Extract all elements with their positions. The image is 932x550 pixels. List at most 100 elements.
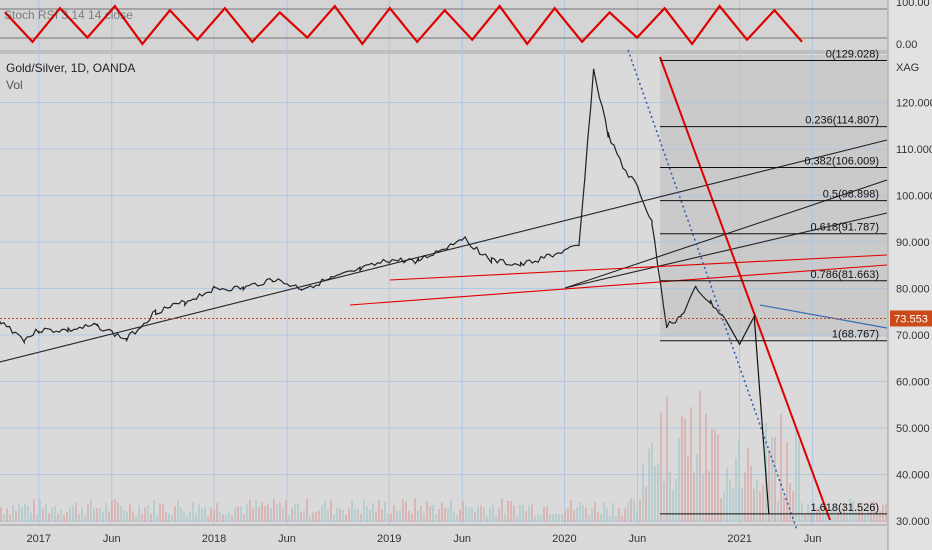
volume-bar bbox=[549, 514, 551, 522]
volume-bar bbox=[438, 509, 440, 522]
volume-bar bbox=[327, 509, 329, 522]
volume-bar bbox=[462, 501, 464, 522]
volume-bar bbox=[720, 498, 722, 522]
price-tick-label: 90.000 bbox=[896, 237, 930, 249]
volume-bar bbox=[345, 514, 347, 522]
volume-bar bbox=[51, 507, 53, 522]
volume-bar bbox=[39, 498, 41, 522]
volume-bar bbox=[633, 499, 635, 522]
volume-bar bbox=[678, 437, 680, 522]
volume-bar bbox=[435, 514, 437, 522]
volume-bar bbox=[654, 465, 656, 522]
trendline-red-down bbox=[659, 56, 831, 521]
volume-bar bbox=[186, 514, 188, 522]
volume-bar bbox=[624, 508, 626, 522]
volume-bar bbox=[306, 498, 308, 522]
volume-bar bbox=[402, 499, 404, 522]
price-tick-label: 30.000 bbox=[896, 516, 930, 528]
volume-bar bbox=[810, 512, 812, 522]
volume-bar bbox=[570, 499, 572, 522]
trendline-blue-wedge bbox=[759, 304, 888, 329]
price-axis-panel bbox=[888, 0, 932, 550]
volume-bar bbox=[138, 505, 140, 522]
volume-bar bbox=[681, 415, 683, 522]
volume-bar bbox=[282, 506, 284, 522]
volume-bar bbox=[117, 502, 119, 522]
price-tick-label: 40.000 bbox=[896, 470, 930, 482]
volume-bar bbox=[540, 514, 542, 522]
volume-bar bbox=[465, 506, 467, 522]
projection-path bbox=[724, 314, 770, 515]
fib-level-label: 1(68.767) bbox=[832, 329, 879, 341]
volume-bar bbox=[66, 511, 68, 522]
volume-bar bbox=[600, 514, 602, 522]
volume-bar bbox=[813, 513, 815, 522]
volume-bar bbox=[330, 499, 332, 522]
volume-bar bbox=[366, 506, 368, 522]
time-tick-label: 2021 bbox=[727, 533, 751, 545]
fib-level-label: 1.618(31.526) bbox=[811, 502, 880, 514]
volume-bar bbox=[234, 508, 236, 522]
volume-bar bbox=[426, 501, 428, 522]
volume-bar bbox=[207, 515, 209, 522]
volume-bar bbox=[357, 508, 359, 522]
volume-bar bbox=[78, 513, 80, 522]
time-tick-label: Jun bbox=[453, 533, 471, 545]
volume-bar bbox=[120, 506, 122, 522]
volume-bar bbox=[249, 499, 251, 522]
volume-bar bbox=[492, 504, 494, 522]
volume-bar bbox=[84, 515, 86, 522]
volume-bar bbox=[72, 505, 74, 522]
time-tick-label: Jun bbox=[804, 533, 822, 545]
fib-level-label: 0.786(81.663) bbox=[811, 269, 880, 281]
volume-bar bbox=[240, 506, 242, 522]
fib-level-label: 0.618(91.787) bbox=[811, 222, 880, 234]
volume-bar bbox=[690, 407, 692, 522]
volume-bar bbox=[114, 499, 116, 522]
volume-bar bbox=[534, 515, 536, 522]
time-tick-label: 2017 bbox=[27, 533, 51, 545]
volume-bar bbox=[627, 502, 629, 522]
volume-bar bbox=[738, 440, 740, 522]
volume-bar bbox=[252, 507, 254, 522]
volume-bar bbox=[3, 513, 5, 522]
volume-bar bbox=[666, 396, 668, 522]
volume-bar bbox=[165, 511, 167, 522]
volume-bar bbox=[243, 513, 245, 522]
volume-bar bbox=[651, 442, 653, 522]
volume-bar bbox=[378, 500, 380, 522]
volume-bar bbox=[837, 511, 839, 522]
volume-bar bbox=[702, 473, 704, 522]
volume-bar bbox=[618, 508, 620, 522]
volume-bar bbox=[417, 509, 419, 522]
volume-bar bbox=[564, 510, 566, 522]
volume-bar bbox=[780, 414, 782, 522]
volume-bar bbox=[603, 502, 605, 522]
volume-bar bbox=[591, 508, 593, 522]
volume-bar bbox=[126, 512, 128, 522]
time-tick-label: Jun bbox=[103, 533, 121, 545]
volume-bar bbox=[579, 501, 581, 522]
volume-bar bbox=[204, 507, 206, 522]
volume-bar bbox=[288, 515, 290, 522]
volume-bar bbox=[183, 510, 185, 522]
price-tick-label: 80.000 bbox=[896, 284, 930, 296]
volume-bar bbox=[363, 500, 365, 522]
volume-bar bbox=[81, 507, 83, 522]
volume-bar bbox=[432, 505, 434, 522]
volume-bar bbox=[708, 470, 710, 522]
pane-divider bbox=[0, 50, 887, 54]
volume-bar bbox=[18, 504, 20, 522]
volume-bar bbox=[90, 498, 92, 522]
volume-bar bbox=[369, 509, 371, 522]
volume-bar bbox=[153, 499, 155, 522]
volume-bar bbox=[732, 488, 734, 522]
volume-bar bbox=[561, 514, 563, 522]
oscillator-label: Stoch RSI 3 14 14 close bbox=[4, 8, 133, 22]
volume-bar bbox=[753, 488, 755, 522]
volume-bar bbox=[294, 504, 296, 522]
volume-bar bbox=[102, 511, 104, 522]
volume-bar bbox=[882, 504, 884, 522]
current-price-badge bbox=[890, 310, 932, 327]
